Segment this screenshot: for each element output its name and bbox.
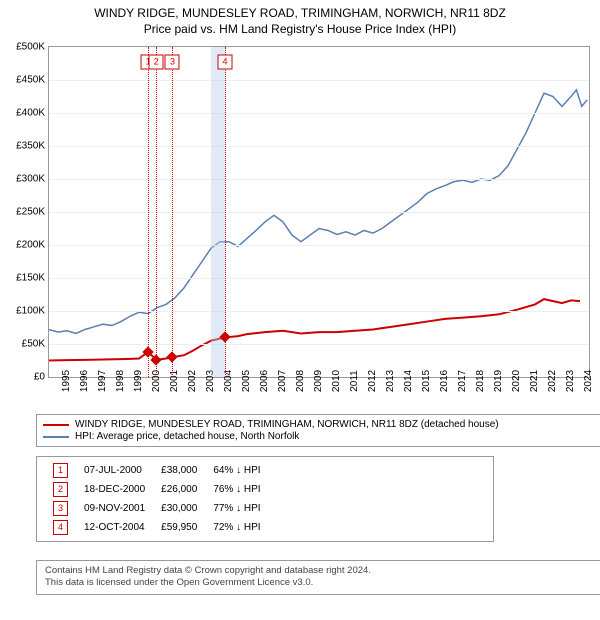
legend-swatch xyxy=(43,436,69,438)
table-row: 3 09-NOV-2001£30,00077% ↓ HPI xyxy=(45,499,269,518)
legend-box: WINDY RIDGE, MUNDESLEY ROAD, TRIMINGHAM,… xyxy=(36,414,600,447)
footer-line-2: This data is licensed under the Open Gov… xyxy=(45,577,597,589)
row-price: £30,000 xyxy=(153,499,205,518)
legend-label: WINDY RIDGE, MUNDESLEY ROAD, TRIMINGHAM,… xyxy=(75,419,499,430)
y-axis-label: £50K xyxy=(22,339,45,350)
table-row: 2 18-DEC-2000£26,00076% ↓ HPI xyxy=(45,480,269,499)
row-hpi-delta: 76% ↓ HPI xyxy=(205,480,268,499)
y-axis-label: £250K xyxy=(16,207,45,218)
table-row: 1 07-JUL-2000£38,00064% ↓ HPI xyxy=(45,461,269,480)
y-axis-label: £200K xyxy=(16,240,45,251)
row-price: £59,950 xyxy=(153,518,205,537)
sales-table: 1 07-JUL-2000£38,00064% ↓ HPI 2 18-DEC-2000… xyxy=(36,456,494,542)
y-axis-label: £100K xyxy=(16,306,45,317)
event-marker: 4 xyxy=(218,54,233,69)
row-date: 18-DEC-2000 xyxy=(76,480,153,499)
event-line xyxy=(156,47,157,377)
legend-swatch xyxy=(43,424,69,426)
legend-item: HPI: Average price, detached house, Nort… xyxy=(43,431,595,442)
row-marker: 3 xyxy=(53,501,68,516)
legend-item: WINDY RIDGE, MUNDESLEY ROAD, TRIMINGHAM,… xyxy=(43,419,595,430)
footer-box: Contains HM Land Registry data © Crown c… xyxy=(36,560,600,595)
y-axis-label: £400K xyxy=(16,108,45,119)
row-date: 09-NOV-2001 xyxy=(76,499,153,518)
row-hpi-delta: 77% ↓ HPI xyxy=(205,499,268,518)
y-axis-label: £150K xyxy=(16,273,45,284)
row-hpi-delta: 72% ↓ HPI xyxy=(205,518,268,537)
y-axis-label: £0 xyxy=(34,372,45,383)
row-marker: 4 xyxy=(53,520,68,535)
row-hpi-delta: 64% ↓ HPI xyxy=(205,461,268,480)
row-price: £38,000 xyxy=(153,461,205,480)
event-line xyxy=(225,47,226,377)
highlight-band xyxy=(211,47,225,377)
footer-line-1: Contains HM Land Registry data © Crown c… xyxy=(45,565,597,577)
row-marker: 1 xyxy=(53,463,68,478)
table-row: 4 12-OCT-2004£59,95072% ↓ HPI xyxy=(45,518,269,537)
legend-label: HPI: Average price, detached house, Nort… xyxy=(75,431,299,442)
y-axis-label: £500K xyxy=(16,42,45,53)
row-date: 07-JUL-2000 xyxy=(76,461,153,480)
event-line xyxy=(172,47,173,377)
x-axis-label: 2025 xyxy=(589,370,600,392)
row-date: 12-OCT-2004 xyxy=(76,518,153,537)
y-axis-label: £350K xyxy=(16,141,45,152)
y-axis-label: £450K xyxy=(16,75,45,86)
event-marker: 2 xyxy=(149,54,164,69)
event-marker: 3 xyxy=(165,54,180,69)
event-line xyxy=(148,47,149,377)
chart-title-2: Price paid vs. HM Land Registry's House … xyxy=(0,22,600,36)
row-marker: 2 xyxy=(53,482,68,497)
y-axis-label: £300K xyxy=(16,174,45,185)
row-price: £26,000 xyxy=(153,480,205,499)
chart-title-1: WINDY RIDGE, MUNDESLEY ROAD, TRIMINGHAM,… xyxy=(0,6,600,20)
series-prop xyxy=(49,299,580,360)
chart-plot-area: £0£50K£100K£150K£200K£250K£300K£350K£400… xyxy=(48,46,590,378)
